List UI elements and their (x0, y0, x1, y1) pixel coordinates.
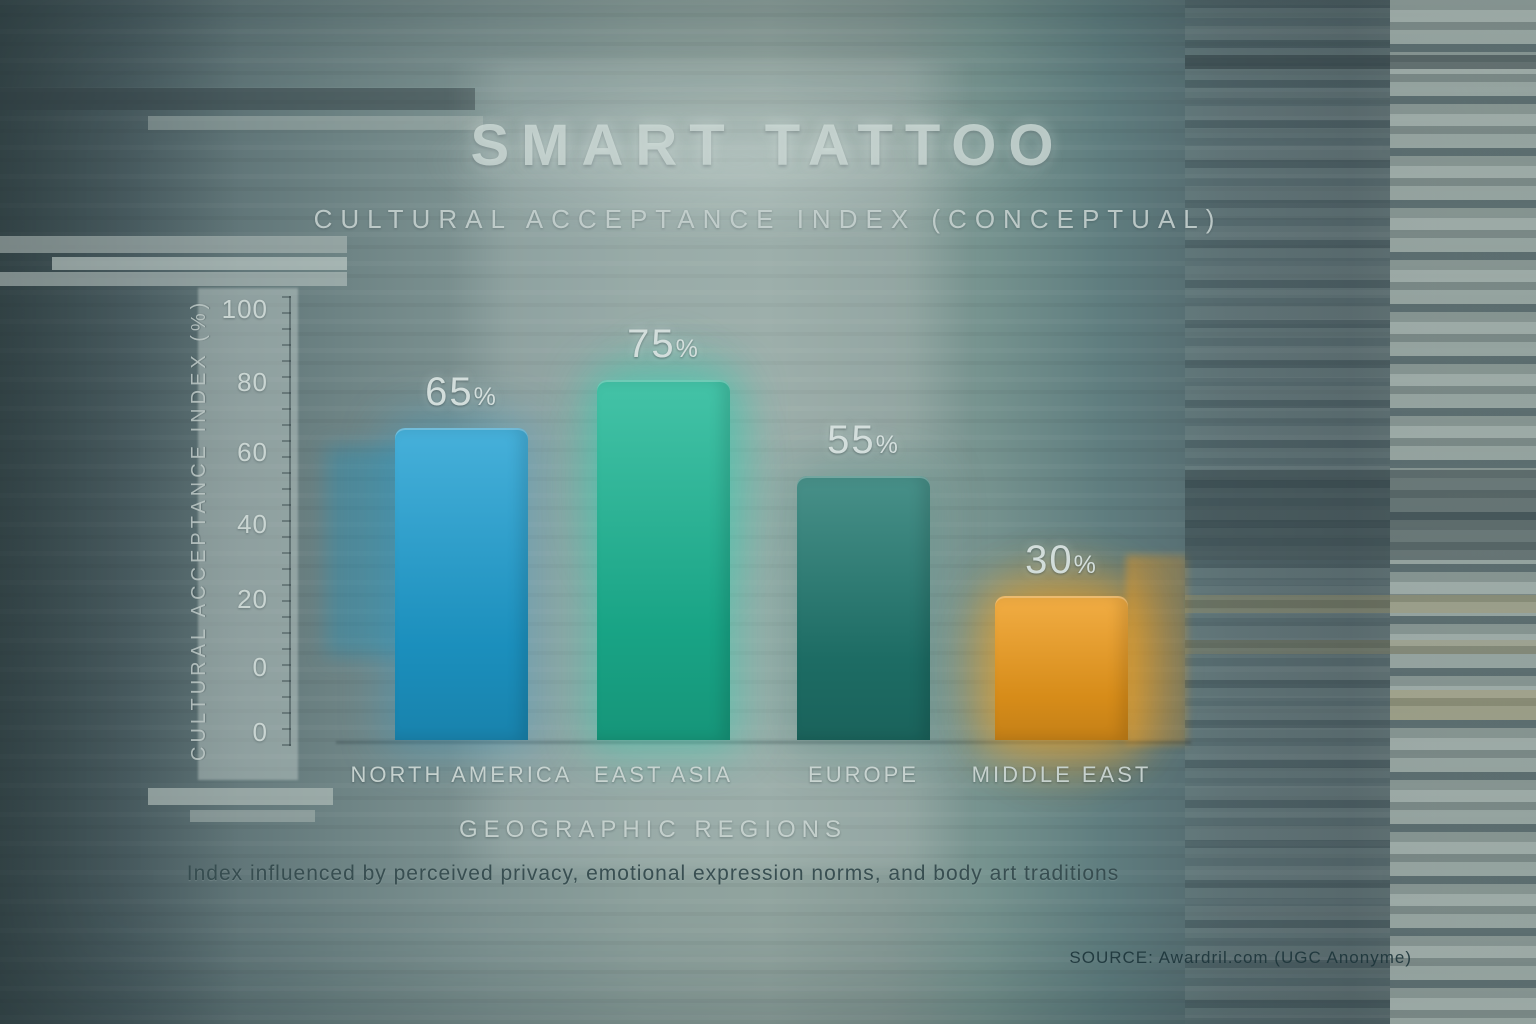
footnote: Index influenced by perceived privacy, e… (186, 862, 1120, 885)
x-axis-baseline (336, 741, 1191, 744)
y-tick-label: 60 (237, 437, 268, 467)
y-tick-label: 0 (252, 717, 268, 747)
y-axis-line (289, 296, 291, 746)
y-tick-label: 80 (237, 367, 268, 397)
bar-value-number: 65 (425, 370, 474, 414)
bar-middle-east (995, 596, 1128, 740)
y-axis-tick-marks (282, 296, 291, 746)
page-title: SMART TATTOO (470, 113, 1066, 178)
bar-value-label-north-america: 65% (425, 370, 498, 415)
bar-value-number: 55 (827, 418, 876, 462)
y-tick-label: 40 (237, 509, 268, 539)
bar-value-label-europe: 55% (827, 418, 900, 463)
source-note: SOURCE: Awardril.com (UGC Anonyme) (1069, 948, 1412, 967)
bar-value-number: 75 (627, 322, 676, 366)
category-label-middle-east: MIDDLE EAST (971, 762, 1152, 787)
percent-sign: % (875, 431, 900, 459)
y-tick-label: 20 (237, 584, 268, 614)
bar-value-number: 30 (1025, 538, 1074, 582)
category-label-north-america: NORTH AMERICA (350, 762, 573, 787)
percent-sign: % (473, 383, 498, 411)
y-tick-label: 0 (252, 652, 268, 682)
y-tick-label: 100 (221, 294, 268, 324)
percent-sign: % (1073, 551, 1098, 579)
bar-value-label-east-asia: 75% (627, 322, 700, 367)
category-label-east-asia: EAST ASIA (593, 762, 734, 787)
category-label-europe: EUROPE (808, 762, 919, 787)
bar-north-america (395, 428, 528, 740)
page-subtitle: CULTURAL ACCEPTANCE INDEX (CONCEPTUAL) (313, 204, 1223, 234)
bar-east-asia (597, 380, 730, 740)
percent-sign: % (675, 335, 700, 363)
x-axis-label: GEOGRAPHIC REGIONS (458, 816, 848, 843)
bar-europe (797, 476, 930, 740)
bar-value-label-middle-east: 30% (1025, 538, 1098, 583)
